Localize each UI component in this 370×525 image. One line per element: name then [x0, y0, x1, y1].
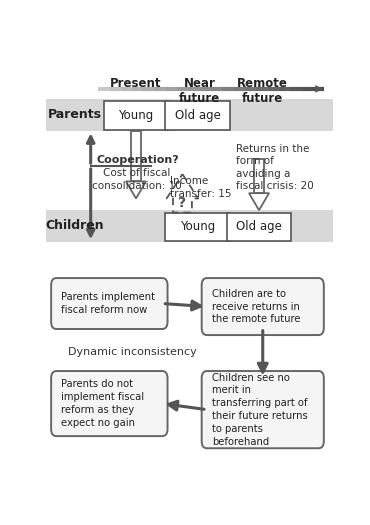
Bar: [46, 99, 333, 131]
Text: Returns in the
form of
avoiding a
fiscal crisis: 20: Returns in the form of avoiding a fiscal…: [236, 144, 313, 191]
Text: ?: ?: [178, 196, 186, 211]
Text: Young: Young: [180, 220, 215, 233]
Text: Cost of fiscal
consolidation: 10: Cost of fiscal consolidation: 10: [92, 168, 181, 191]
Polygon shape: [126, 182, 146, 198]
Text: Children see no
merit in
transferring part of
their future returns
to parents
be: Children see no merit in transferring pa…: [212, 373, 308, 447]
FancyBboxPatch shape: [51, 278, 168, 329]
Text: Present: Present: [110, 77, 161, 90]
Text: Old age: Old age: [175, 109, 221, 122]
Text: Parents implement
fiscal reform now: Parents implement fiscal reform now: [61, 292, 155, 315]
Bar: [253, 159, 265, 193]
FancyBboxPatch shape: [51, 371, 168, 436]
Text: Old age: Old age: [236, 220, 282, 233]
FancyBboxPatch shape: [227, 213, 292, 241]
Text: Parents: Parents: [48, 108, 102, 121]
Text: Income
transfer: 15: Income transfer: 15: [169, 176, 231, 198]
FancyBboxPatch shape: [202, 278, 324, 335]
Bar: [46, 210, 333, 242]
FancyBboxPatch shape: [104, 101, 168, 130]
Text: Dynamic inconsistency: Dynamic inconsistency: [68, 347, 196, 357]
Text: Near
future: Near future: [179, 77, 220, 105]
Text: Parents do not
implement fiscal
reform as they
expect no gain: Parents do not implement fiscal reform a…: [61, 380, 145, 428]
Text: Children: Children: [46, 219, 104, 233]
Text: Young: Young: [118, 109, 154, 122]
Text: Remote
future: Remote future: [237, 77, 288, 105]
FancyBboxPatch shape: [165, 213, 230, 241]
FancyBboxPatch shape: [165, 101, 230, 130]
Bar: [131, 131, 141, 182]
Polygon shape: [249, 193, 269, 210]
Text: Cooperation?: Cooperation?: [97, 155, 179, 165]
FancyBboxPatch shape: [202, 371, 324, 448]
Text: Children are to
receive returns in
the remote future: Children are to receive returns in the r…: [212, 289, 300, 324]
